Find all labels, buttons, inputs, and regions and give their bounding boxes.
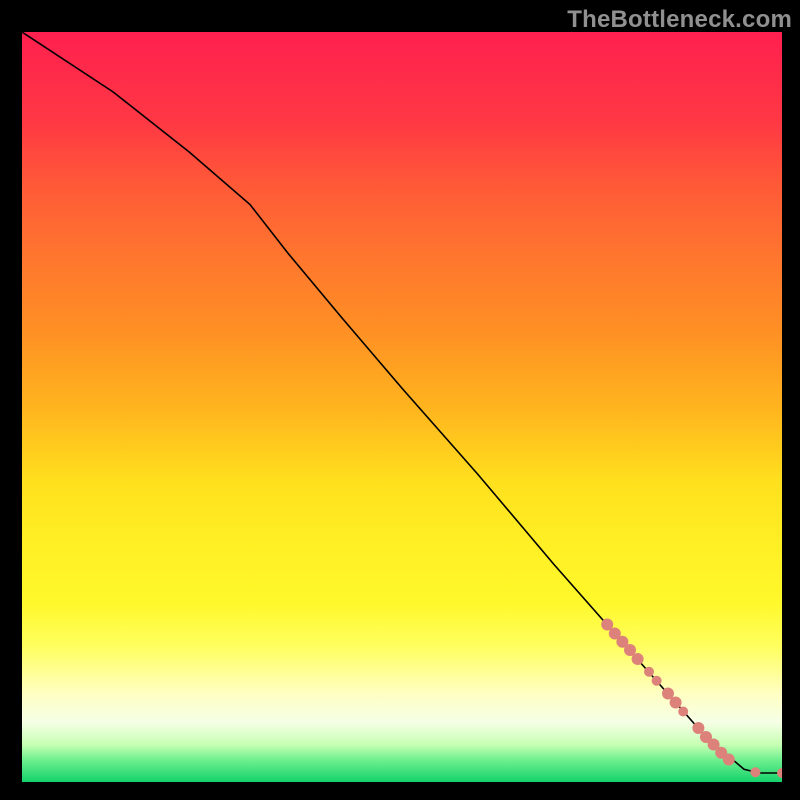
plot-svg [22,32,782,782]
watermark-label: TheBottleneck.com [567,6,792,34]
plot-background [22,32,782,782]
data-point [652,676,662,686]
data-point [750,767,760,777]
chart-stage: TheBottleneck.com [0,0,800,800]
data-point [723,754,735,766]
plot-area [22,32,782,782]
data-point [678,707,688,717]
data-point [632,653,644,665]
data-point [644,667,654,677]
data-point [670,697,682,709]
